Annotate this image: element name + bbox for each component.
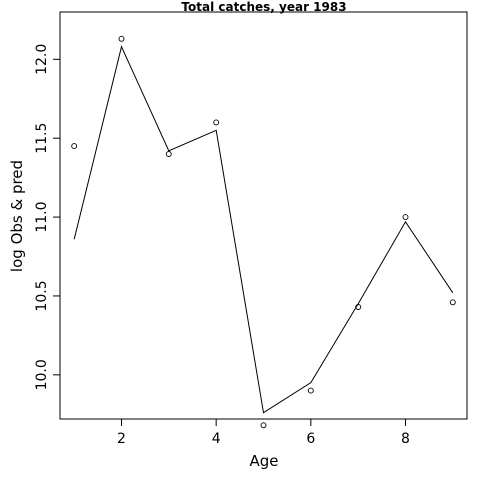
y-tick-label: 11.0: [34, 201, 50, 232]
observed-point: [71, 143, 78, 150]
x-tick-label: 6: [306, 431, 315, 447]
x-axis-label: Age: [249, 452, 278, 470]
x-tick-label: 2: [117, 431, 126, 447]
predicted-line: [73, 45, 454, 414]
x-axis: 2 4 6 8: [117, 418, 410, 447]
y-axis-label: log Obs & pred: [8, 160, 26, 272]
chart-title: Total catches, year 1983: [181, 0, 346, 14]
y-axis: 10.0 10.5 11.0 11.5 12.0: [34, 44, 61, 390]
observed-point: [402, 214, 409, 221]
y-tick-label: 10.0: [34, 359, 50, 390]
predicted-series: [73, 45, 454, 414]
observed-point: [307, 387, 314, 394]
observed-point: [213, 119, 220, 126]
plot-frame: [59, 11, 468, 420]
observed-point: [165, 151, 172, 157]
observed-point: [355, 304, 362, 310]
y-tick-label: 12.0: [34, 44, 50, 75]
y-tick-label: 11.5: [34, 123, 50, 154]
observed-point: [449, 299, 456, 306]
observed-point: [118, 35, 125, 42]
observed-series: [71, 35, 456, 429]
x-tick-label: 4: [212, 431, 221, 447]
y-tick-label: 10.5: [34, 280, 50, 311]
observed-point: [260, 422, 267, 429]
x-tick-label: 8: [401, 431, 410, 447]
